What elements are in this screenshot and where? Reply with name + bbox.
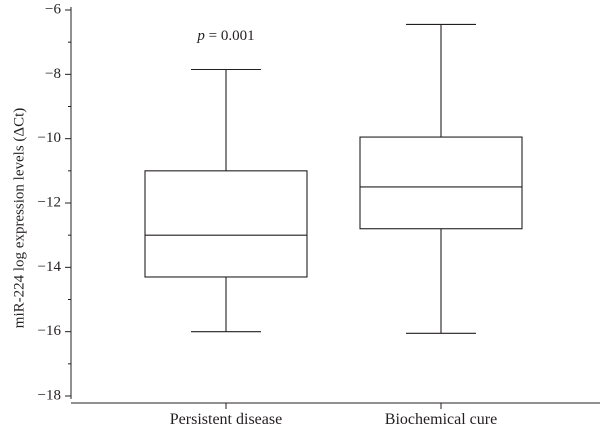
y-tick-label: −18 xyxy=(38,387,61,403)
y-tick-label: −8 xyxy=(45,66,61,82)
y-axis-label: miR-224 log expression levels (ΔCt) xyxy=(11,108,27,328)
box-group xyxy=(144,68,308,333)
y-axis: −6 −8 −10 −12 −14 −16 −18 xyxy=(38,1,72,403)
box-plot-series xyxy=(144,23,523,334)
p-value-text: = 0.001 xyxy=(205,28,255,44)
x-tick-label: Persistent disease xyxy=(170,411,282,428)
x-axis: Persistent disease Biochemical cure xyxy=(71,402,600,428)
interquartile-box xyxy=(359,136,523,230)
y-tick-label: −14 xyxy=(38,259,62,275)
p-symbol: p xyxy=(196,28,205,44)
y-tick-label: −10 xyxy=(38,130,61,146)
y-tick-label: −16 xyxy=(38,323,62,339)
interquartile-box xyxy=(144,170,308,278)
y-tick-label: −12 xyxy=(38,194,61,210)
x-tick-label: Biochemical cure xyxy=(385,411,497,428)
y-tick-label: −6 xyxy=(45,1,61,17)
p-value-annotation: p = 0.001 xyxy=(196,28,254,44)
box-group xyxy=(359,23,523,334)
